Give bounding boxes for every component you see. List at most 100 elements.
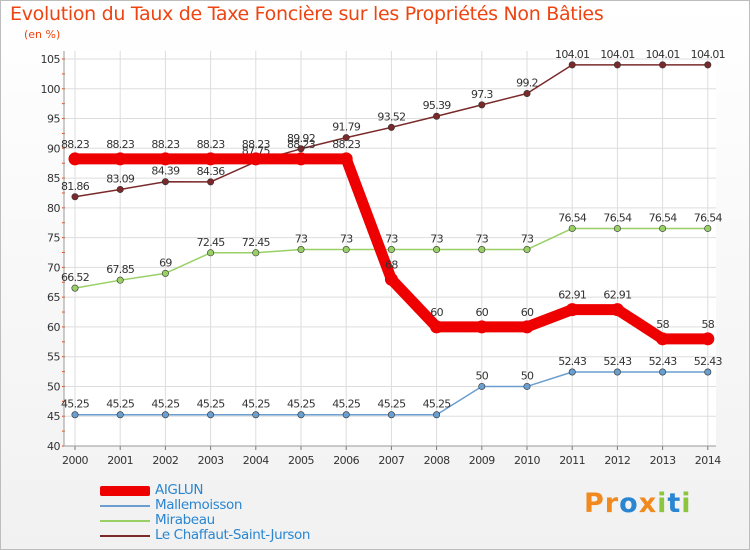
y-tick-label-65: 65 [47,291,60,304]
data-label-le-chaffaut-saint-jurson-2000: 81.86 [61,180,90,193]
point-mallemoisson-2011 [568,368,576,376]
data-label-le-chaffaut-saint-jurson-2002: 84.39 [151,165,180,178]
data-label-mallemoisson-2005: 45.25 [287,398,316,411]
data-label-mallemoisson-2011: 52.43 [558,355,587,368]
data-label-mallemoisson-2001: 45.25 [106,398,135,411]
data-label-le-chaffaut-saint-jurson-2011: 104.01 [555,48,589,61]
data-label-le-chaffaut-saint-jurson-2008: 95.39 [423,99,452,112]
point-aiglun-2008 [430,320,444,334]
data-label-mallemoisson-2013: 52.43 [649,355,678,368]
point-le-chaffaut-saint-jurson-2006 [342,134,350,142]
point-mirabeau-2000 [71,284,79,292]
x-tick-label-2006: 2006 [333,454,359,467]
x-tick-label-2007: 2007 [378,454,404,467]
point-aiglun-2005 [294,152,308,166]
data-label-mirabeau-2006: 73 [340,233,353,246]
y-tick-label-75: 75 [47,232,60,245]
logo-letter: i [657,488,668,519]
data-label-le-chaffaut-saint-jurson-2006: 91.79 [332,121,361,134]
data-label-le-chaffaut-saint-jurson-2005: 89.92 [287,132,315,145]
point-aiglun-2001 [113,152,127,166]
x-tick-label-2009: 2009 [469,454,495,467]
point-le-chaffaut-saint-jurson-2012 [613,61,621,69]
x-tick-label-2008: 2008 [424,454,450,467]
point-mallemoisson-2002 [161,411,169,419]
data-label-aiglun-2009: 60 [475,306,488,319]
point-le-chaffaut-saint-jurson-2005 [297,145,305,153]
point-aiglun-2011 [565,303,579,317]
y-tick-label-90: 90 [47,142,60,155]
data-label-aiglun-2004: 88.23 [242,138,271,151]
data-label-mirabeau-2001: 67.85 [106,263,135,276]
legend-label-mirabeau: Mirabeau [155,512,215,528]
point-le-chaffaut-saint-jurson-2013 [659,61,667,69]
legend-label-aiglun: AIGLUN [155,482,204,498]
proxiti-logo: Proxiti [584,488,692,519]
data-label-aiglun-2013: 58 [656,318,669,331]
y-tick-label-70: 70 [47,261,60,274]
x-tick-label-2014: 2014 [695,454,721,467]
data-label-mirabeau-2004: 72.45 [242,236,271,249]
data-label-le-chaffaut-saint-jurson-2012: 104.01 [600,48,634,61]
x-tick-label-2000: 2000 [62,454,88,467]
point-aiglun-2003 [204,152,218,166]
data-label-le-chaffaut-saint-jurson-2013: 104.01 [645,48,679,61]
data-label-le-chaffaut-saint-jurson-2007: 93.52 [377,110,405,123]
point-aiglun-2013 [656,332,670,346]
data-label-mallemoisson-2008: 45.25 [423,398,452,411]
point-mallemoisson-2012 [613,368,621,376]
y-tick-label-85: 85 [47,172,60,185]
data-label-aiglun-2001: 88.23 [106,138,135,151]
data-label-mirabeau-2009: 73 [475,233,488,246]
y-tick-label-45: 45 [47,410,60,423]
x-tick-label-2001: 2001 [107,454,133,467]
legend-swatch-mallemoisson [100,505,150,507]
point-mirabeau-2014 [704,224,712,232]
data-label-le-chaffaut-saint-jurson-2003: 84.36 [197,165,226,178]
point-le-chaffaut-saint-jurson-2008 [433,112,441,120]
legend-label-mallemoisson: Mallemoisson [155,497,242,513]
data-label-mallemoisson-2009: 50 [475,369,488,382]
point-aiglun-2012 [610,303,624,317]
y-tick-label-80: 80 [47,202,60,215]
x-tick-label-2010: 2010 [514,454,540,467]
point-mirabeau-2012 [613,224,621,232]
chart-subtitle: (en %) [24,28,61,41]
x-tick-label-2013: 2013 [650,454,676,467]
point-mallemoisson-2000 [71,411,79,419]
data-label-mallemoisson-2010: 50 [521,369,534,382]
data-label-aiglun-2006: 88.23 [332,138,361,151]
point-mallemoisson-2005 [297,411,305,419]
data-label-mirabeau-2002: 69 [159,256,172,269]
x-tick-label-2012: 2012 [604,454,630,467]
data-label-mirabeau-2011: 76.54 [558,211,587,224]
data-label-mirabeau-2013: 76.54 [649,211,678,224]
point-le-chaffaut-saint-jurson-2000 [71,193,79,201]
x-tick-label-2011: 2011 [559,454,585,467]
data-label-aiglun-2008: 60 [430,306,443,319]
data-label-mirabeau-2005: 73 [295,233,308,246]
point-le-chaffaut-saint-jurson-2009 [478,101,486,109]
y-tick-label-40: 40 [47,440,60,453]
y-tick-label-60: 60 [47,321,60,334]
point-mallemoisson-2010 [523,382,531,390]
data-label-le-chaffaut-saint-jurson-2010: 99.2 [516,77,538,90]
logo-letter: P [584,488,605,519]
data-label-le-chaffaut-saint-jurson-2014: 104.01 [691,48,725,61]
data-label-mallemoisson-2000: 45.25 [61,398,90,411]
point-mallemoisson-2006 [342,411,350,419]
x-tick-label-2003: 2003 [198,454,224,467]
point-mallemoisson-2014 [704,368,712,376]
data-label-aiglun-2007: 68 [385,258,398,271]
data-label-mirabeau-2003: 72.45 [197,236,226,249]
point-mallemoisson-2001 [116,411,124,419]
point-le-chaffaut-saint-jurson-2003 [207,178,215,186]
point-aiglun-2004 [249,152,263,166]
point-mallemoisson-2008 [433,411,441,419]
chart-title: Evolution du Taux de Taxe Foncière sur l… [10,3,604,25]
point-mirabeau-2008 [433,246,441,254]
y-tick-label-105: 105 [41,53,61,66]
point-aiglun-2009 [475,320,489,334]
y-tick-label-100: 100 [41,83,61,96]
